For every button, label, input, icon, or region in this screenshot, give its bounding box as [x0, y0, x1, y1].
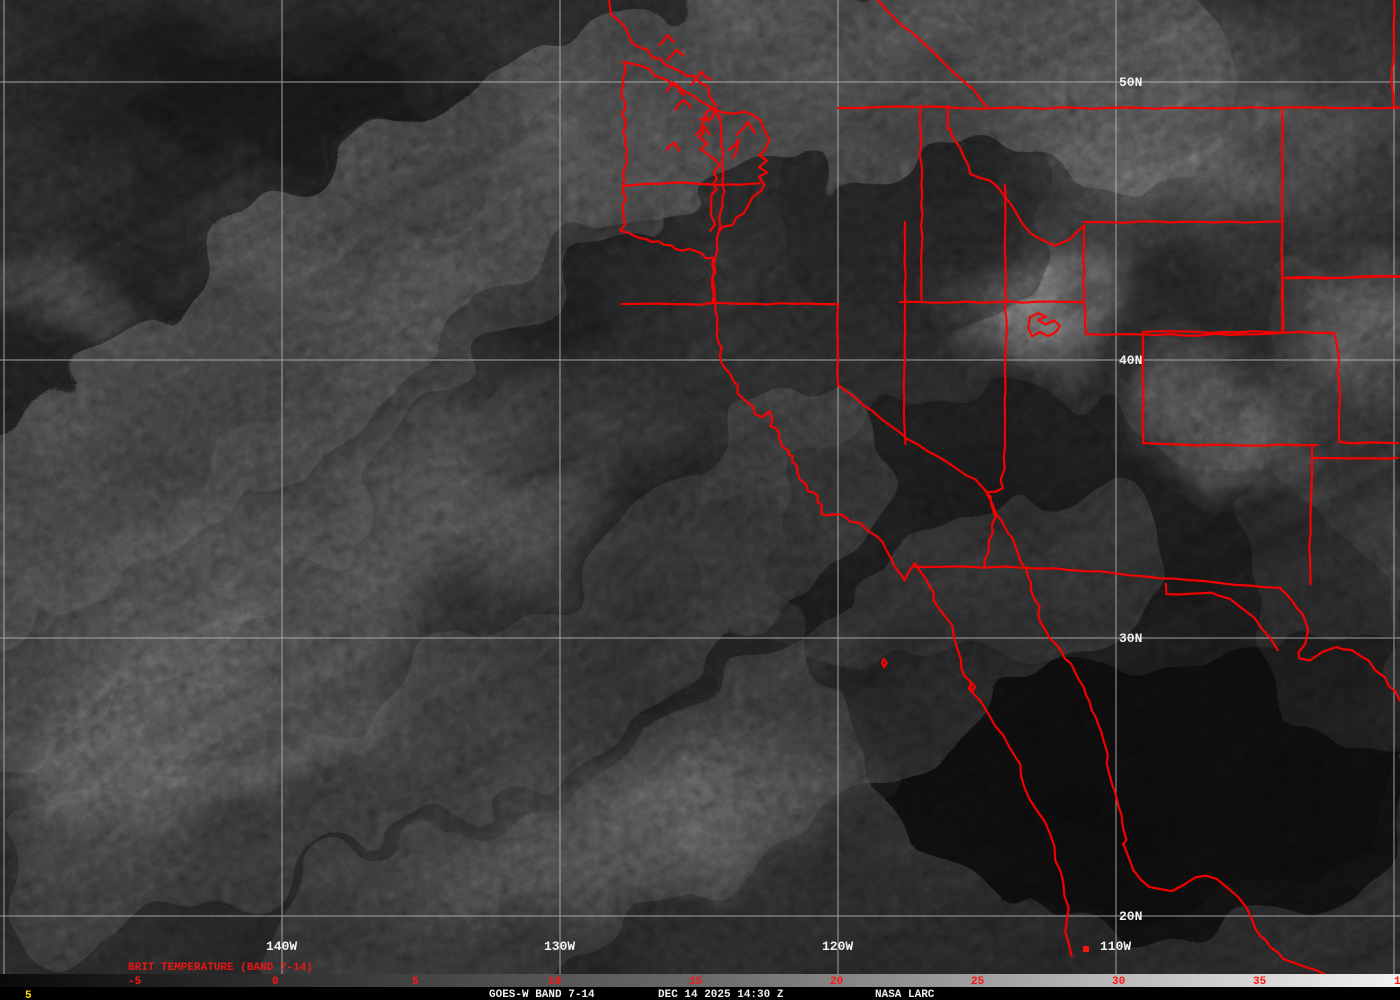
svg-text:GOES-W BAND 7-14: GOES-W BAND 7-14: [489, 989, 595, 1000]
svg-text:30: 30: [1112, 976, 1125, 988]
svg-text:NASA LARC: NASA LARC: [875, 989, 935, 1000]
svg-text:-5: -5: [128, 976, 142, 988]
svg-text:25: 25: [971, 976, 985, 988]
svg-text:20: 20: [830, 976, 843, 988]
svg-text:BRIT TEMPERATURE (BAND 7-14): BRIT TEMPERATURE (BAND 7-14): [128, 962, 313, 974]
svg-text:35: 35: [1253, 976, 1267, 988]
svg-text:1: 1: [1394, 976, 1400, 988]
svg-text:5: 5: [412, 976, 419, 988]
svg-text:0: 0: [272, 976, 279, 988]
svg-text:5: 5: [25, 990, 32, 1000]
svg-text:15: 15: [689, 976, 703, 988]
svg-text:DEC 14 2025 14:30 Z: DEC 14 2025 14:30 Z: [658, 989, 784, 1000]
svg-text:10: 10: [548, 976, 561, 988]
